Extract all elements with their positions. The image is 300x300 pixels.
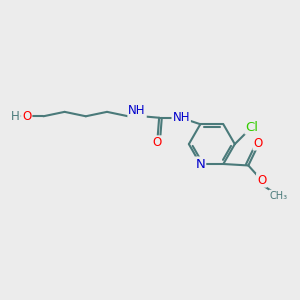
Text: H: H <box>11 110 20 123</box>
Text: NH: NH <box>128 104 146 118</box>
Text: CH₃: CH₃ <box>269 190 287 200</box>
Text: NH: NH <box>172 111 190 124</box>
Text: Cl: Cl <box>245 121 258 134</box>
Text: O: O <box>152 136 162 149</box>
Text: O: O <box>254 136 263 150</box>
Text: O: O <box>257 174 266 187</box>
Text: N: N <box>196 158 205 170</box>
Text: O: O <box>22 110 31 123</box>
